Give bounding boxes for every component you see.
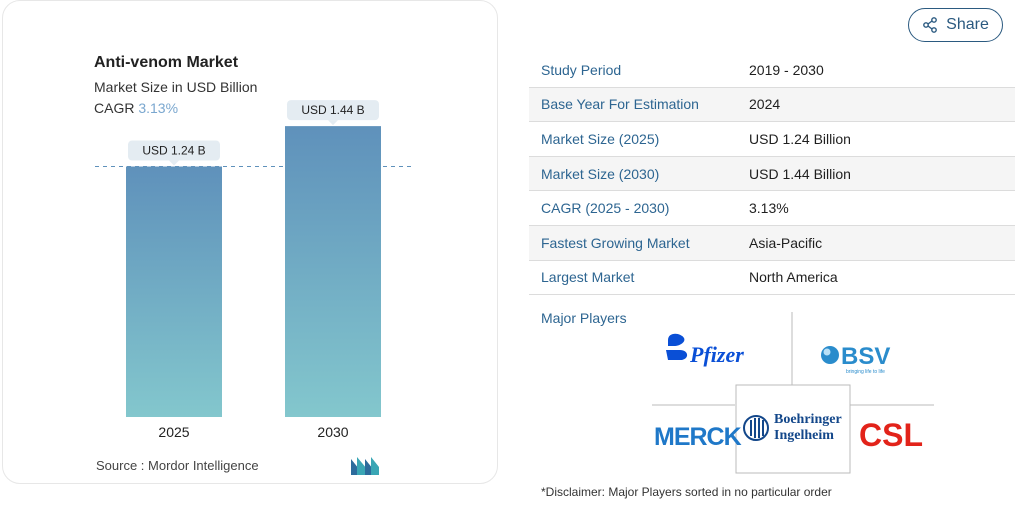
chart-title: Anti-venom Market <box>94 54 239 71</box>
stat-label: Base Year For Estimation <box>541 96 699 113</box>
stat-value: 2019 - 2030 <box>749 61 824 78</box>
x-tick-label: 2025 <box>158 424 189 440</box>
cagr-line: CAGR 3.13% <box>94 100 178 116</box>
stat-label: Market Size (2025) <box>541 130 660 147</box>
share-label: Share <box>946 16 989 33</box>
merck-logo-text: MERCK <box>654 423 742 451</box>
stat-row-fastest-growing: Fastest Growing Market Asia-Pacific <box>529 225 1015 261</box>
stat-value: USD 1.44 Billion <box>749 165 851 182</box>
market-stats-table: Study Period 2019 - 2030 Base Year For E… <box>529 53 1015 296</box>
disclaimer-text: *Disclaimer: Major Players sorted in no … <box>541 485 832 499</box>
stat-row-market-size-2025: Market Size (2025) USD 1.24 Billion <box>529 122 1015 157</box>
bsv-logo: BSV bringing life to life <box>821 343 890 375</box>
stat-row-cagr: CAGR (2025 - 2030) 3.13% <box>529 191 1015 226</box>
stat-row-largest-market: Largest Market North America <box>529 261 1015 296</box>
boehringer-ingelheim-logo: Boehringer Ingelheim <box>743 412 842 443</box>
source-text: Source : Mordor Intelligence <box>96 458 259 473</box>
chart-card: Anti-venom Market Market Size in USD Bil… <box>2 0 498 484</box>
stat-label: Study Period <box>541 61 622 78</box>
stat-label: CAGR (2025 - 2030) <box>541 200 670 217</box>
share-icon <box>923 17 938 33</box>
share-button[interactable]: Share <box>908 8 1003 42</box>
boehringer-line2-text: Ingelheim <box>774 428 834 443</box>
stat-value: North America <box>749 269 838 286</box>
stat-label: Fastest Growing Market <box>541 234 690 251</box>
major-players-label: Major Players <box>541 310 627 326</box>
stat-label: Largest Market <box>541 269 635 286</box>
stat-label: Market Size (2030) <box>541 165 660 182</box>
stat-value: 3.13% <box>749 200 789 217</box>
bar-2030 <box>285 126 381 418</box>
bsv-logo-text: BSV <box>841 343 890 370</box>
bar-chart: USD 1.24 B 2025 USD 1.44 B 2030 <box>95 100 415 440</box>
stat-value: 2024 <box>749 96 781 113</box>
stat-value: Asia-Pacific <box>749 234 823 251</box>
data-label-pointer <box>169 160 179 166</box>
data-label-bg <box>128 140 220 161</box>
pfizer-logo-text: Pfizer <box>689 342 744 367</box>
bar-2025 <box>126 166 222 417</box>
stat-row-study-period: Study Period 2019 - 2030 <box>529 53 1015 88</box>
cagr-value: 3.13% <box>138 100 179 116</box>
stat-row-base-year: Base Year For Estimation 2024 <box>529 87 1015 123</box>
chart-subtitle: Market Size in USD Billion <box>94 79 258 95</box>
pfizer-logo: Pfizer <box>666 333 744 367</box>
mordor-intelligence-logo <box>351 457 379 475</box>
stat-value: USD 1.24 Billion <box>749 130 851 147</box>
bsv-tagline-text: bringing life to life <box>846 369 885 375</box>
csl-logo-text: CSL <box>859 417 923 453</box>
data-label: USD 1.24 B <box>142 144 205 158</box>
data-label: USD 1.44 B <box>301 103 364 117</box>
data-label-pointer <box>328 120 338 126</box>
data-label-bg <box>287 100 379 121</box>
stat-row-market-size-2030: Market Size (2030) USD 1.44 Billion <box>529 156 1015 192</box>
major-players-logos: Pfizer BSV bringing life to life MERCK B… <box>652 312 934 474</box>
boehringer-line1-text: Boehringer <box>774 412 842 427</box>
x-tick-label: 2030 <box>317 424 348 440</box>
cagr-label: CAGR <box>94 100 135 116</box>
